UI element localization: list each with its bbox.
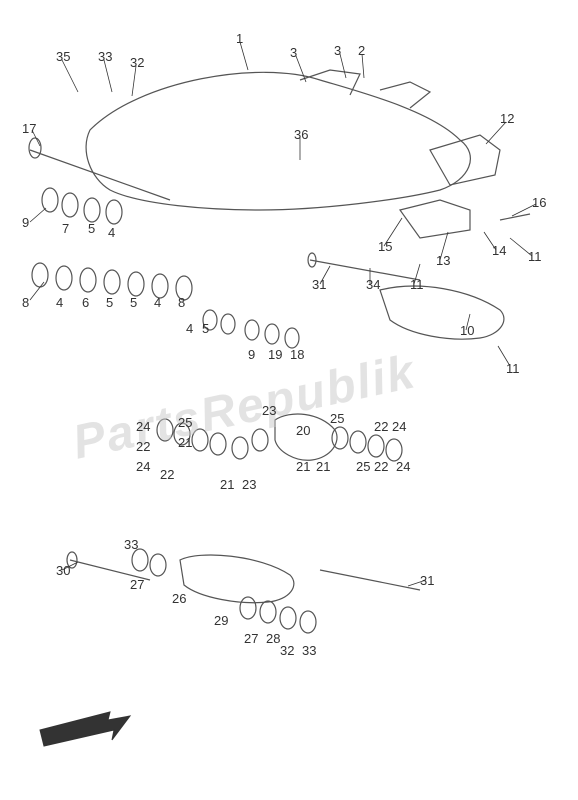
callout-12: 12 — [500, 112, 514, 125]
direction-arrow — [40, 712, 130, 746]
callout-3: 3 — [290, 46, 297, 59]
callout-27: 27 — [130, 578, 144, 591]
callout-9: 9 — [22, 216, 29, 229]
callout-4: 4 — [56, 296, 63, 309]
callout-5: 5 — [130, 296, 137, 309]
callout-17: 17 — [22, 122, 36, 135]
callout-22: 22 — [374, 420, 388, 433]
callout-27: 27 — [244, 632, 258, 645]
callout-13: 13 — [436, 254, 450, 267]
callout-31: 31 — [312, 278, 326, 291]
callout-25: 25 — [356, 460, 370, 473]
callout-9: 9 — [248, 348, 255, 361]
callout-26: 26 — [172, 592, 186, 605]
callout-8: 8 — [22, 296, 29, 309]
callout-24: 24 — [396, 460, 410, 473]
callout-3: 3 — [334, 44, 341, 57]
callout-35: 35 — [56, 50, 70, 63]
callout-32: 32 — [130, 56, 144, 69]
callout-36: 36 — [294, 128, 308, 141]
callout-8: 8 — [178, 296, 185, 309]
callout-22: 22 — [374, 460, 388, 473]
callout-24: 24 — [392, 420, 406, 433]
callout-14: 14 — [492, 244, 506, 257]
callout-11: 11 — [410, 278, 424, 291]
callout-32: 32 — [280, 644, 294, 657]
callout-15: 15 — [378, 240, 392, 253]
callout-34: 34 — [366, 278, 380, 291]
callout-21: 21 — [220, 478, 234, 491]
callout-24: 24 — [136, 420, 150, 433]
callout-22: 22 — [160, 468, 174, 481]
callout-20: 20 — [296, 424, 310, 437]
callout-16: 16 — [532, 196, 546, 209]
parts-diagram: PartsRepublik 35333213323617129754161514… — [0, 0, 578, 800]
callout-6: 6 — [82, 296, 89, 309]
callout-23: 23 — [242, 478, 256, 491]
callout-4: 4 — [108, 226, 115, 239]
callout-4: 4 — [186, 322, 193, 335]
callout-25: 25 — [178, 416, 192, 429]
callout-18: 18 — [290, 348, 304, 361]
callout-5: 5 — [202, 322, 209, 335]
callout-25: 25 — [330, 412, 344, 425]
callout-21: 21 — [316, 460, 330, 473]
callout-33: 33 — [98, 50, 112, 63]
callout-4: 4 — [154, 296, 161, 309]
callout-30: 30 — [56, 564, 70, 577]
callout-28: 28 — [266, 632, 280, 645]
callout-31: 31 — [420, 574, 434, 587]
callout-29: 29 — [214, 614, 228, 627]
callout-7: 7 — [62, 222, 69, 235]
diagram-linework — [0, 0, 578, 800]
callout-21: 21 — [296, 460, 310, 473]
callout-24: 24 — [136, 460, 150, 473]
callout-10: 10 — [460, 324, 474, 337]
callout-23: 23 — [262, 404, 276, 417]
callout-33: 33 — [302, 644, 316, 657]
callout-21: 21 — [178, 436, 192, 449]
callout-19: 19 — [268, 348, 282, 361]
callout-5: 5 — [88, 222, 95, 235]
callout-2: 2 — [358, 44, 365, 57]
callout-1: 1 — [236, 32, 243, 45]
callout-33: 33 — [124, 538, 138, 551]
callout-22: 22 — [136, 440, 150, 453]
callout-5: 5 — [106, 296, 113, 309]
callout-11: 11 — [528, 250, 542, 263]
callout-11: 11 — [506, 362, 520, 375]
